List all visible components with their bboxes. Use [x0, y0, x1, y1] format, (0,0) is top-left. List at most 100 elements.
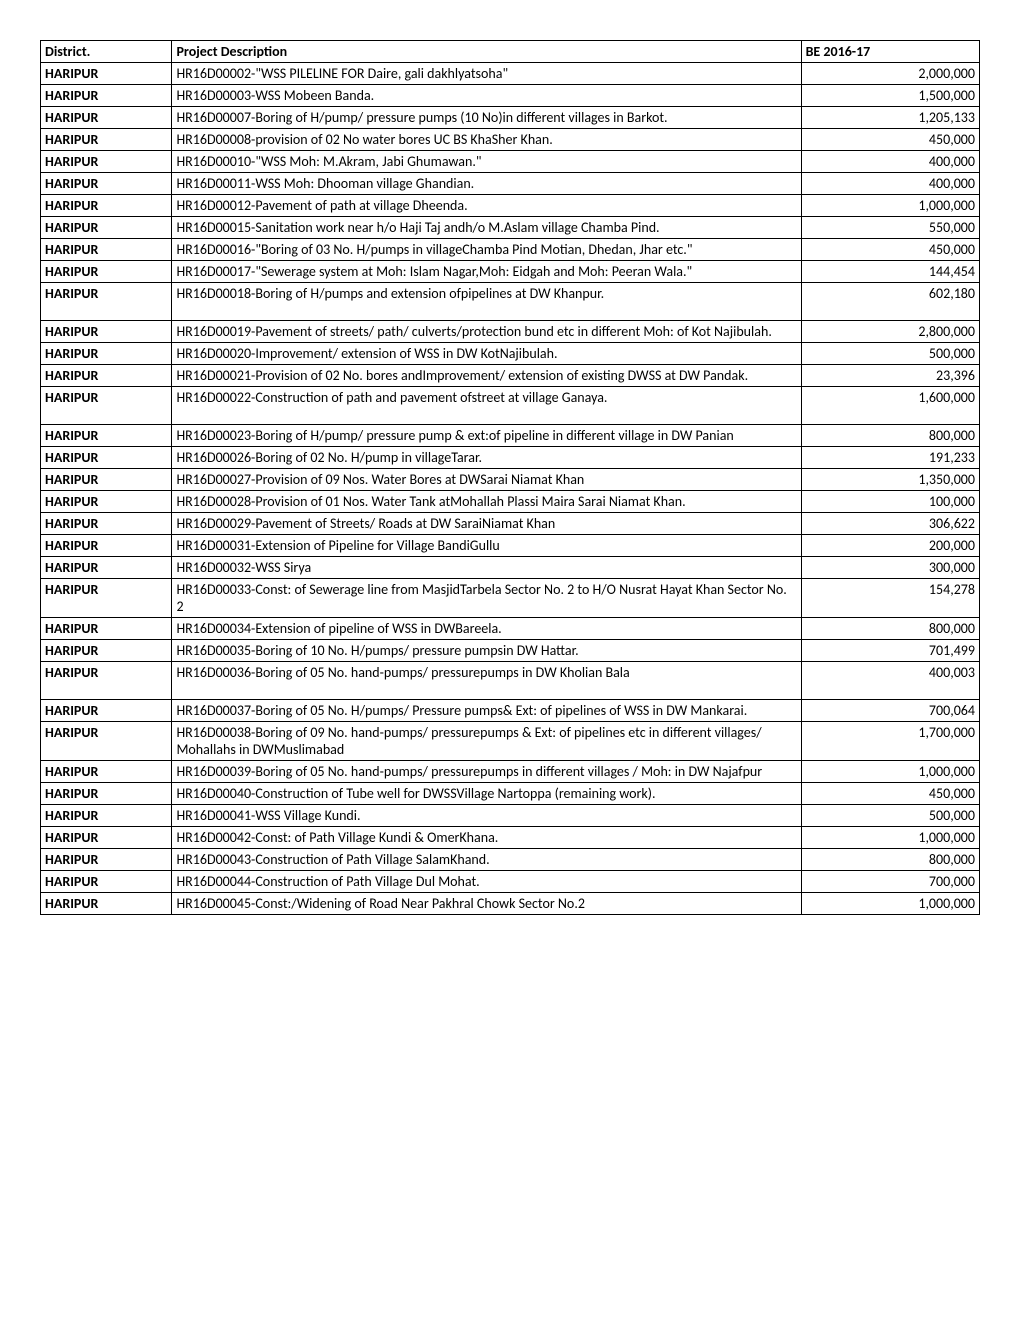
description-cell: HR16D00023-Boring of H/pump/ pressure pu… [172, 425, 801, 447]
description-cell: HR16D00042-Const: of Path Village Kundi … [172, 827, 801, 849]
description-cell: HR16D00019-Pavement of streets/ path/ cu… [172, 321, 801, 343]
be-cell: 154,278 [801, 579, 979, 618]
be-cell: 1,350,000 [801, 469, 979, 491]
district-cell: HARIPUR [41, 849, 172, 871]
table-header-row: District. Project Description BE 2016-17 [41, 41, 980, 63]
description-cell: HR16D00016-"Boring of 03 No. H/pumps in … [172, 239, 801, 261]
district-cell: HARIPUR [41, 129, 172, 151]
description-cell: HR16D00038-Boring of 09 No. hand-pumps/ … [172, 722, 801, 761]
be-cell: 400,000 [801, 151, 979, 173]
be-cell: 450,000 [801, 239, 979, 261]
be-cell: 1,000,000 [801, 195, 979, 217]
header-description: Project Description [172, 41, 801, 63]
be-cell: 400,000 [801, 173, 979, 195]
description-cell: HR16D00018-Boring of H/pumps and extensi… [172, 283, 801, 321]
description-cell: HR16D00034-Extension of pipeline of WSS … [172, 618, 801, 640]
table-row: HARIPURHR16D00031-Extension of Pipeline … [41, 535, 980, 557]
table-row: HARIPURHR16D00040-Construction of Tube w… [41, 783, 980, 805]
district-cell: HARIPUR [41, 700, 172, 722]
be-cell: 144,454 [801, 261, 979, 283]
description-cell: HR16D00007-Boring of H/pump/ pressure pu… [172, 107, 801, 129]
description-cell: HR16D00040-Construction of Tube well for… [172, 783, 801, 805]
district-cell: HARIPUR [41, 447, 172, 469]
table-row: HARIPURHR16D00010-"WSS Moh: M.Akram, Jab… [41, 151, 980, 173]
be-cell: 191,233 [801, 447, 979, 469]
district-cell: HARIPUR [41, 283, 172, 321]
projects-table: District. Project Description BE 2016-17… [40, 40, 980, 915]
description-cell: HR16D00043-Construction of Path Village … [172, 849, 801, 871]
district-cell: HARIPUR [41, 513, 172, 535]
be-cell: 800,000 [801, 849, 979, 871]
description-cell: HR16D00029-Pavement of Streets/ Roads at… [172, 513, 801, 535]
be-cell: 500,000 [801, 805, 979, 827]
description-cell: HR16D00010-"WSS Moh: M.Akram, Jabi Ghuma… [172, 151, 801, 173]
district-cell: HARIPUR [41, 425, 172, 447]
description-cell: HR16D00041-WSS Village Kundi. [172, 805, 801, 827]
table-row: HARIPURHR16D00039-Boring of 05 No. hand-… [41, 761, 980, 783]
description-cell: HR16D00011-WSS Moh: Dhooman village Ghan… [172, 173, 801, 195]
table-row: HARIPURHR16D00036-Boring of 05 No. hand-… [41, 662, 980, 700]
be-cell: 500,000 [801, 343, 979, 365]
description-cell: HR16D00002-"WSS PILELINE FOR Daire, gali… [172, 63, 801, 85]
description-cell: HR16D00017-"Sewerage system at Moh: Isla… [172, 261, 801, 283]
district-cell: HARIPUR [41, 640, 172, 662]
description-cell: HR16D00032-WSS Sirya [172, 557, 801, 579]
table-row: HARIPURHR16D00007-Boring of H/pump/ pres… [41, 107, 980, 129]
be-cell: 1,000,000 [801, 761, 979, 783]
table-row: HARIPURHR16D00042-Const: of Path Village… [41, 827, 980, 849]
table-row: HARIPURHR16D00021-Provision of 02 No. bo… [41, 365, 980, 387]
description-cell: HR16D00033-Const: of Sewerage line from … [172, 579, 801, 618]
table-row: HARIPURHR16D00012-Pavement of path at vi… [41, 195, 980, 217]
district-cell: HARIPUR [41, 491, 172, 513]
table-row: HARIPURHR16D00037-Boring of 05 No. H/pum… [41, 700, 980, 722]
district-cell: HARIPUR [41, 618, 172, 640]
description-cell: HR16D00028-Provision of 01 Nos. Water Ta… [172, 491, 801, 513]
header-district: District. [41, 41, 172, 63]
district-cell: HARIPUR [41, 63, 172, 85]
be-cell: 1,000,000 [801, 893, 979, 915]
be-cell: 1,205,133 [801, 107, 979, 129]
table-row: HARIPURHR16D00023-Boring of H/pump/ pres… [41, 425, 980, 447]
table-row: HARIPURHR16D00026-Boring of 02 No. H/pum… [41, 447, 980, 469]
description-cell: HR16D00015-Sanitation work near h/o Haji… [172, 217, 801, 239]
be-cell: 1,600,000 [801, 387, 979, 425]
district-cell: HARIPUR [41, 107, 172, 129]
district-cell: HARIPUR [41, 827, 172, 849]
be-cell: 602,180 [801, 283, 979, 321]
district-cell: HARIPUR [41, 722, 172, 761]
be-cell: 800,000 [801, 425, 979, 447]
table-row: HARIPURHR16D00015-Sanitation work near h… [41, 217, 980, 239]
district-cell: HARIPUR [41, 239, 172, 261]
be-cell: 800,000 [801, 618, 979, 640]
be-cell: 550,000 [801, 217, 979, 239]
table-row: HARIPURHR16D00045-Const:/Widening of Roa… [41, 893, 980, 915]
be-cell: 450,000 [801, 129, 979, 151]
district-cell: HARIPUR [41, 469, 172, 491]
table-row: HARIPURHR16D00038-Boring of 09 No. hand-… [41, 722, 980, 761]
table-row: HARIPURHR16D00044-Construction of Path V… [41, 871, 980, 893]
district-cell: HARIPUR [41, 321, 172, 343]
district-cell: HARIPUR [41, 343, 172, 365]
be-cell: 300,000 [801, 557, 979, 579]
be-cell: 1,700,000 [801, 722, 979, 761]
district-cell: HARIPUR [41, 173, 172, 195]
description-cell: HR16D00037-Boring of 05 No. H/pumps/ Pre… [172, 700, 801, 722]
description-cell: HR16D00036-Boring of 05 No. hand-pumps/ … [172, 662, 801, 700]
description-cell: HR16D00035-Boring of 10 No. H/pumps/ pre… [172, 640, 801, 662]
table-row: HARIPURHR16D00035-Boring of 10 No. H/pum… [41, 640, 980, 662]
description-cell: HR16D00039-Boring of 05 No. hand-pumps/ … [172, 761, 801, 783]
table-row: HARIPURHR16D00003-WSS Mobeen Banda.1,500… [41, 85, 980, 107]
description-cell: HR16D00044-Construction of Path Village … [172, 871, 801, 893]
table-row: HARIPURHR16D00029-Pavement of Streets/ R… [41, 513, 980, 535]
table-row: HARIPURHR16D00028-Provision of 01 Nos. W… [41, 491, 980, 513]
description-cell: HR16D00026-Boring of 02 No. H/pump in vi… [172, 447, 801, 469]
district-cell: HARIPUR [41, 893, 172, 915]
description-cell: HR16D00031-Extension of Pipeline for Vil… [172, 535, 801, 557]
description-cell: HR16D00027-Provision of 09 Nos. Water Bo… [172, 469, 801, 491]
be-cell: 2,800,000 [801, 321, 979, 343]
district-cell: HARIPUR [41, 579, 172, 618]
table-row: HARIPURHR16D00017-"Sewerage system at Mo… [41, 261, 980, 283]
description-cell: HR16D00020-Improvement/ extension of WSS… [172, 343, 801, 365]
table-row: HARIPURHR16D00027-Provision of 09 Nos. W… [41, 469, 980, 491]
table-row: HARIPURHR16D00020-Improvement/ extension… [41, 343, 980, 365]
